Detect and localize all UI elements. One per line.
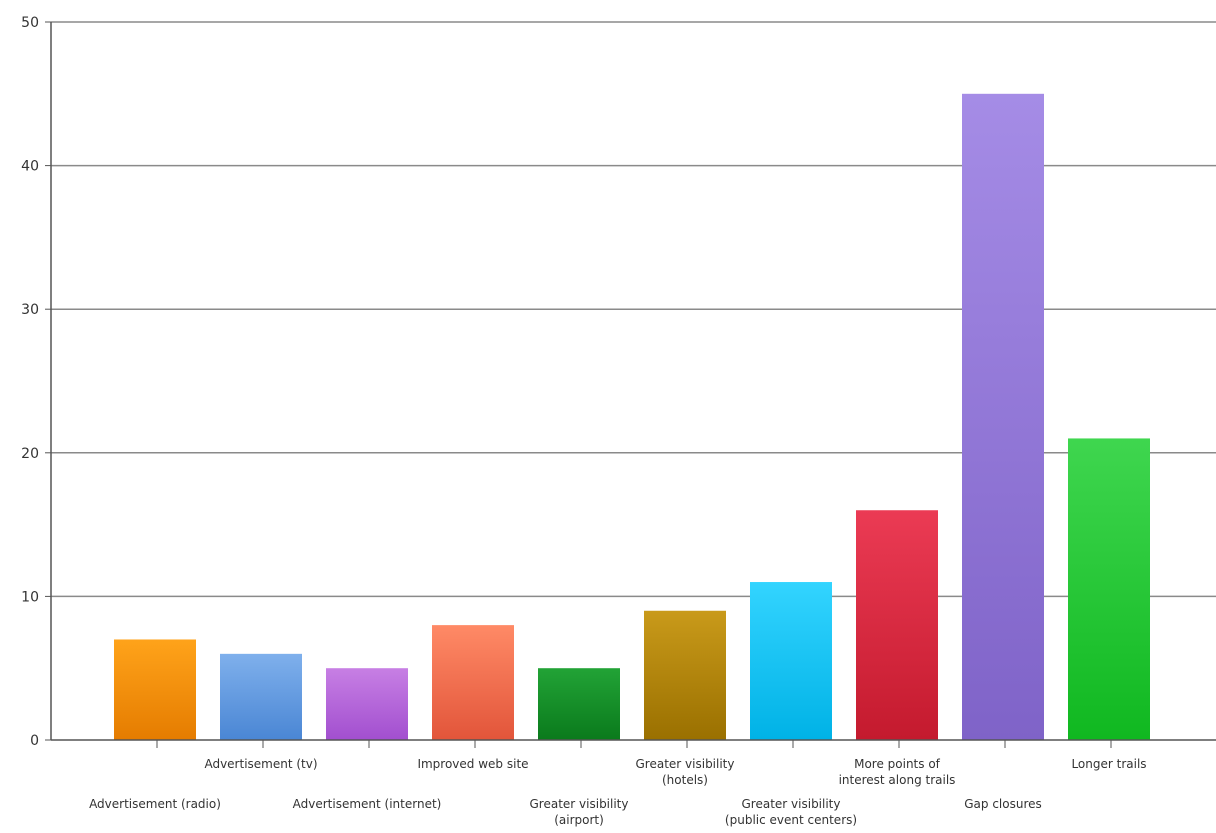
x-category-label: Greater visibility (hotels) [636, 757, 735, 787]
x-category-label: Greater visibility (airport) [530, 797, 629, 827]
y-axis-tick-labels: 0 10 20 30 40 50 [21, 15, 51, 749]
bar [856, 510, 938, 740]
x-category-label: More points of interest along trails [839, 757, 956, 787]
bar [326, 668, 408, 740]
y-tick-label: 40 [21, 159, 39, 175]
bar [644, 610, 726, 740]
bar [962, 93, 1044, 741]
y-tick-label: 50 [21, 15, 39, 31]
x-axis-category-labels: Advertisement (radio) Advertisement (tv) A… [89, 757, 1146, 827]
x-category-label: Gap closures [964, 797, 1042, 811]
y-tick-label: 10 [21, 589, 39, 605]
x-category-label: Longer trails [1071, 757, 1146, 771]
bar [1068, 438, 1150, 740]
y-tick-label: 30 [21, 302, 39, 318]
y-tick-label: 0 [30, 733, 39, 749]
axes [50, 22, 1216, 748]
x-category-label: Advertisement (tv) [204, 757, 317, 771]
bar [750, 582, 832, 740]
x-category-label: Greater visibility (public event centers) [725, 797, 857, 827]
y-tick-label: 20 [21, 446, 39, 462]
bar [114, 639, 196, 740]
x-category-label: Advertisement (radio) [89, 797, 221, 811]
x-category-label: Improved web site [417, 757, 528, 771]
bars [114, 93, 1150, 741]
bar [538, 668, 620, 740]
bar [220, 653, 302, 740]
bar [432, 625, 514, 740]
x-category-label: Advertisement (internet) [293, 797, 442, 811]
